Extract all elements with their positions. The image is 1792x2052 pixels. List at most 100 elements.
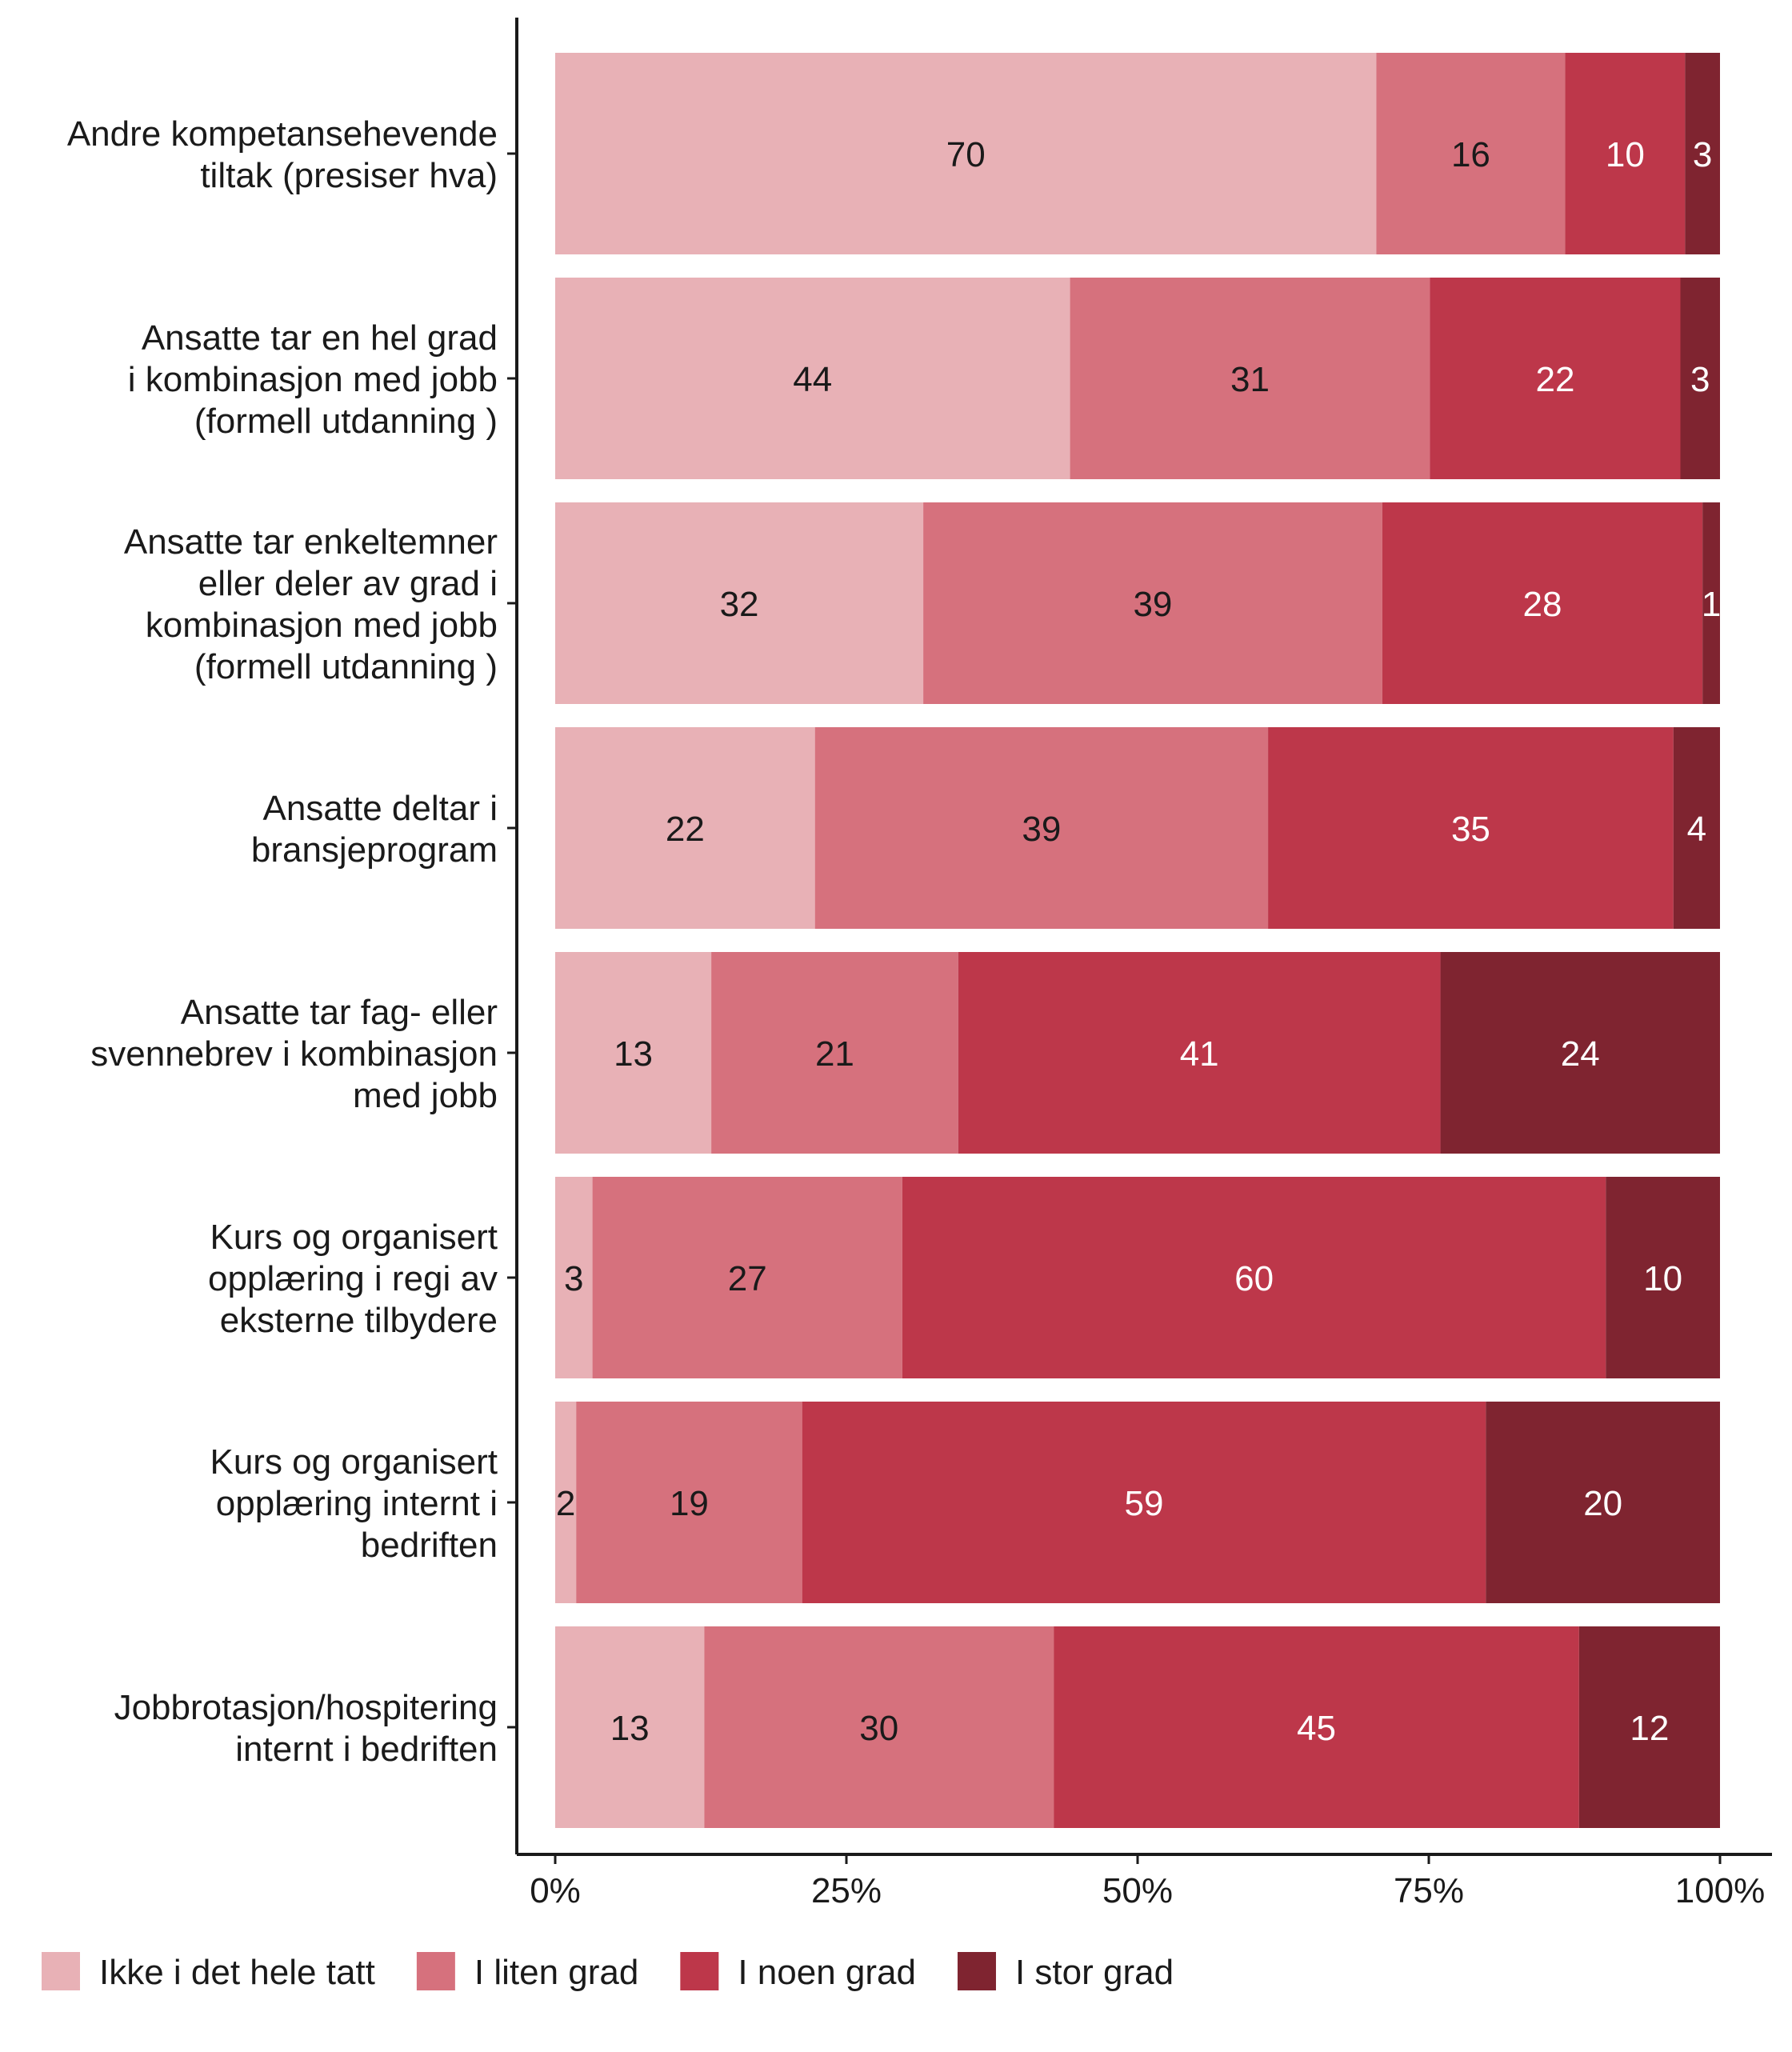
data-label: 10 <box>1643 1259 1682 1298</box>
bar-segment <box>1685 53 1720 254</box>
bar-segment <box>814 727 1269 929</box>
category-label-line: Ansatte deltar i <box>263 789 498 828</box>
data-label: 31 <box>1230 360 1270 399</box>
bar-segment <box>555 502 924 704</box>
category-label: Andre kompetansehevende tiltak (presiser … <box>67 114 498 195</box>
data-label: 3 <box>564 1259 583 1298</box>
bar-segment <box>555 1177 593 1378</box>
bar-segment <box>923 502 1382 704</box>
data-label: 19 <box>670 1484 709 1523</box>
bar-segment <box>1054 1626 1579 1828</box>
data-label: 4 <box>1687 810 1706 849</box>
data-label: 13 <box>614 1034 653 1074</box>
category-label-line: Kurs og organisert <box>210 1442 498 1482</box>
data-label: 3 <box>1690 360 1710 399</box>
legend-swatch <box>416 1952 455 1990</box>
data-label: 32 <box>720 585 759 624</box>
bar-segment <box>1673 727 1720 929</box>
bar-segment <box>711 952 958 1154</box>
legend-label: I stor grad <box>1015 1953 1174 1992</box>
bar-segment <box>1430 278 1681 479</box>
data-label: 30 <box>859 1709 898 1748</box>
legend-label: Ikke i det hele tatt <box>99 1953 375 1992</box>
category-label-line: svennebrev i kombinasjon <box>90 1034 498 1074</box>
category-label-line: opplæring internt i <box>216 1484 498 1523</box>
bar-segment <box>555 1626 705 1828</box>
category-label-line: bedriften <box>361 1526 498 1565</box>
bar-segment <box>555 278 1070 479</box>
category-label: Ansatte tar enkeltemner eller deler av gr… <box>124 522 498 686</box>
bar-segment <box>592 1177 902 1378</box>
bar-segment <box>1486 1402 1720 1603</box>
data-label: 44 <box>793 360 832 399</box>
category-label-line: opplæring i regi av <box>208 1259 498 1298</box>
category-label-line: eksterne tilbydere <box>220 1301 498 1340</box>
data-label: 10 <box>1606 135 1645 174</box>
data-label: 28 <box>1522 585 1562 624</box>
bar-segment <box>555 1402 577 1603</box>
bar-segment <box>1702 502 1720 704</box>
data-label: 70 <box>946 135 986 174</box>
bar-segment <box>958 952 1441 1154</box>
x-tick-label: 0% <box>530 1871 581 1910</box>
bar-segment <box>1268 727 1674 929</box>
category-label-line: tiltak (presiser hva) <box>200 156 498 195</box>
category-label-line: i kombinasjon med jobb <box>128 360 498 399</box>
bar-segment <box>1440 952 1720 1154</box>
legend-label: I liten grad <box>474 1953 638 1992</box>
category-label-line: (formell utdanning ) <box>194 647 498 686</box>
data-label: 59 <box>1125 1484 1164 1523</box>
data-label: 35 <box>1451 810 1490 849</box>
data-label: 16 <box>1451 135 1490 174</box>
category-label: Ansatte tar fag- eller svennebrev i kombi… <box>90 993 498 1115</box>
category-label-line: Kurs og organisert <box>210 1218 498 1257</box>
data-label: 3 <box>1693 135 1712 174</box>
axes-layer: Andre kompetansehevende tiltak (presiser … <box>67 18 1772 1910</box>
category-label: Jobbrotasjon/hospitering internt i bedrif… <box>114 1688 498 1769</box>
data-label: 60 <box>1234 1259 1274 1298</box>
x-tick-label: 25% <box>811 1871 882 1910</box>
x-tick-label: 50% <box>1102 1871 1173 1910</box>
category-label: Ansatte tar en hel grad i kombinasjon med… <box>128 318 498 441</box>
category-label: Ansatte deltar i bransjeprogram <box>251 789 498 870</box>
data-label: 13 <box>610 1709 650 1748</box>
data-label: 41 <box>1180 1034 1219 1074</box>
category-label-line: internt i bedriften <box>235 1730 498 1769</box>
legend-swatch <box>42 1952 80 1990</box>
bar-segment <box>1565 53 1686 254</box>
legend-swatch <box>957 1952 996 1990</box>
bar-segment <box>802 1402 1486 1603</box>
category-label-line: (formell utdanning ) <box>194 402 498 441</box>
x-tick-label: 100% <box>1675 1871 1766 1910</box>
bar-segment <box>1376 53 1566 254</box>
category-label-line: kombinasjon med jobb <box>146 606 498 645</box>
data-label: 2 <box>556 1484 575 1523</box>
bar-segment <box>555 53 1377 254</box>
bar-segment <box>1606 1177 1720 1378</box>
bar-segment <box>1382 502 1703 704</box>
data-label: 27 <box>728 1259 767 1298</box>
category-label-line: med jobb <box>353 1076 498 1115</box>
data-label: 22 <box>666 810 705 849</box>
bar-segment <box>576 1402 802 1603</box>
category-label-line: Andre kompetansehevende <box>67 114 498 154</box>
data-label: 20 <box>1583 1484 1622 1523</box>
x-tick-label: 75% <box>1394 1871 1464 1910</box>
legend-swatch <box>680 1952 719 1990</box>
data-label: 39 <box>1022 810 1061 849</box>
category-label-line: Ansatte tar en hel grad <box>142 318 498 358</box>
category-label-line: Ansatte tar fag- eller <box>181 993 498 1032</box>
category-label: Kurs og organisert opplæring internt i bed… <box>210 1442 498 1565</box>
data-label: 12 <box>1630 1709 1669 1748</box>
bar-segment <box>902 1177 1606 1378</box>
data-label: 45 <box>1297 1709 1336 1748</box>
data-label: 24 <box>1561 1034 1600 1074</box>
value-labels-layer: 70 16 10 344 31 22 332 39 28 122 39 35 413 21 41 243 27 6… <box>556 135 1721 1748</box>
bar-segment <box>704 1626 1054 1828</box>
bar-segment <box>1680 278 1720 479</box>
bar-segment <box>1578 1626 1720 1828</box>
legend-label: I noen grad <box>738 1953 916 1992</box>
data-label: 39 <box>1133 585 1172 624</box>
